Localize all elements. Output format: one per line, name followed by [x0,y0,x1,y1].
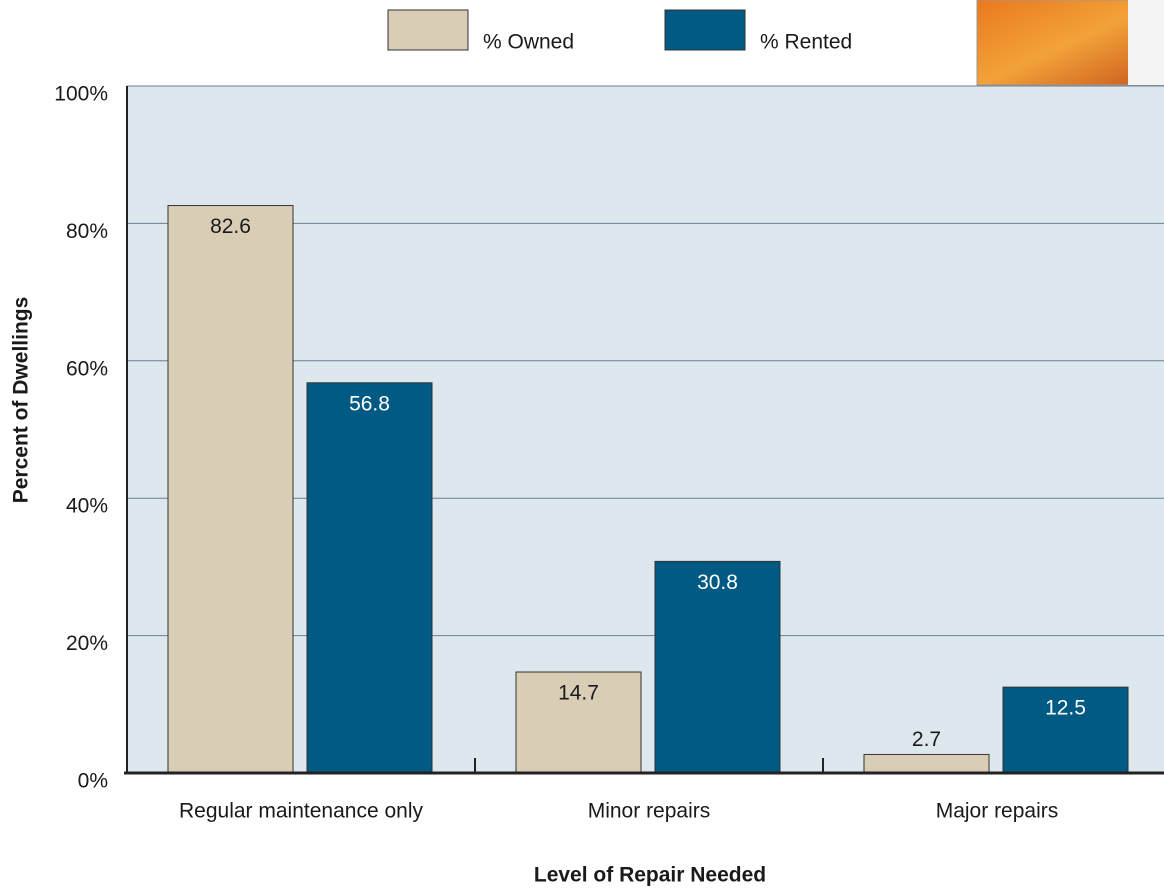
x-tick-label: Regular maintenance only [179,800,423,823]
x-axis-title: Level of Repair Needed [534,864,766,887]
y-axis-title: Percent of Dwellings [10,297,33,504]
legend-label: % Rented [760,31,852,54]
value-label: 30.8 [697,571,738,594]
bar [1002,686,1129,774]
value-label: 12.5 [1045,697,1086,720]
grid [127,85,1164,774]
y-tick-label: 40% [66,495,108,518]
value-label: 14.7 [558,682,599,705]
bar [306,382,433,774]
bar [654,560,781,774]
bar [167,205,294,774]
value-label: 82.6 [210,215,251,238]
legend-swatch [664,9,746,51]
legend: % Owned % Rented [387,9,852,54]
y-tick-label: 20% [66,632,108,655]
value-label: 2.7 [912,728,941,751]
bar [863,753,990,774]
legend-label: % Owned [483,31,574,54]
y-tick-label: 100% [54,83,108,106]
legend-swatch [387,9,469,51]
y-tick-label: 60% [66,357,108,380]
photo-caption [1128,0,1164,85]
y-tick-label: 80% [66,220,108,243]
x-tick-label: Minor repairs [588,800,711,823]
x-tick-label: Major repairs [936,800,1059,823]
y-tick-label: 0% [78,770,108,793]
plot-area [127,86,1164,773]
value-label: 56.8 [349,392,390,415]
